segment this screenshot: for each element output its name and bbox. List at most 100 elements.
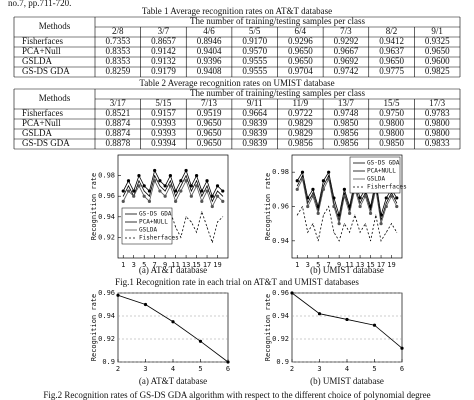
point [184,168,188,173]
point [168,174,172,178]
point [327,177,331,181]
table-cell: 0.9650 [379,56,404,66]
series-line [296,171,398,216]
point [201,195,203,197]
point [215,184,220,188]
y-tick-label: 0.96 [272,203,289,211]
x-tick-label: 19 [213,261,221,269]
point [153,179,157,183]
row-header: PCA+Null [22,118,61,128]
point [311,194,315,198]
column-header: 7/3 [340,26,352,36]
point [121,189,125,193]
x-tick-label: 1 [295,261,299,269]
point [137,184,141,188]
legend-label: Fisherfaces [367,184,407,191]
x-tick-label: 17 [377,261,385,269]
point [385,231,387,233]
table-caption: Table 2 Average recognition rates on UMI… [139,78,334,88]
table-cell: 0.9600 [425,56,450,66]
point [226,360,230,364]
point [295,179,299,183]
table-cell: 0.9393 [151,118,176,128]
y-tick-label: 0.92 [98,233,115,241]
table-cell: 0.9825 [425,66,450,76]
point [391,223,392,225]
point [179,179,183,183]
point [338,240,340,242]
point [395,196,399,200]
x-tick-label: 5 [372,365,376,373]
legend-label: Fisherfaces [139,235,179,242]
point [221,199,225,203]
point [142,194,146,198]
chart: 0.9 0.92 0.94 0.96 2 3 4 5 6 Recognition rate [90,289,230,373]
table-cell: 0.9704 [288,66,313,76]
plot-frame [117,154,229,259]
table-cell: 0.9800 [379,128,404,138]
column-header: 5/5 [249,26,261,36]
x-tick-label: 9 [163,261,167,269]
point [163,194,167,198]
figure-caption: Fig.2 Recognition rates of GS-DS GDA alg… [43,390,430,400]
x-tick-label: 7 [327,261,331,269]
x-tick-label: 2 [290,365,294,373]
table-cell: 0.9650 [288,56,313,66]
point [147,199,152,203]
point [179,189,183,193]
series-line [122,179,224,208]
y-tick-label: 0.94 [272,237,289,245]
y-tick-label: 0.96 [272,289,289,297]
x-tick-label: 3 [306,261,310,269]
table-cell: 0.9404 [197,46,222,56]
point [205,179,209,183]
point [317,312,322,316]
point [206,226,208,228]
point [349,209,351,211]
table-cell: 0.9856 [334,128,359,138]
x-tick-label: 15 [192,261,200,269]
point [359,202,361,204]
point [296,214,298,216]
table-header: The number of training/testing samples p… [190,88,365,98]
table-cell: 0.9800 [425,128,450,138]
table-cell: 0.9650 [197,118,222,128]
legend-label: GSLDA [139,227,157,234]
series-line [296,205,398,242]
point [196,180,197,182]
y-axis-label: Recognition rate [264,173,272,240]
table-cell: 0.8878 [105,138,130,148]
point [400,346,404,350]
table-cell: 0.9393 [151,128,176,138]
point [372,323,377,327]
figure-caption: Fig.1 Recognition rate in each trial on … [115,277,359,287]
point [302,206,303,207]
point [138,180,140,182]
table-cell: 0.9650 [288,46,313,56]
point [132,189,136,193]
x-tick-label: 11 [345,261,353,269]
table-cell: 0.9142 [151,46,176,56]
point [348,211,352,215]
table-cell: 0.9839 [242,138,267,148]
point [311,187,315,191]
x-tick-label: 17 [203,261,211,269]
x-tick-label: 7 [153,261,157,269]
point [194,184,199,188]
x-tick-label: 4 [171,365,175,373]
chart: 0.920.940.960.981 3 5 7 9 11 13 15 17 19Recogniti… [90,154,229,269]
point [380,240,382,242]
point [132,194,136,198]
point [190,221,192,223]
point [206,185,208,187]
table-cell: 0.9775 [379,66,404,76]
point [198,339,203,343]
column-header: 2/8 [112,26,124,36]
point [333,231,335,233]
table-cell: 0.9748 [334,108,359,118]
point [184,179,188,183]
table-cell: 0.8657 [151,36,176,46]
point [316,211,320,215]
table-header: Methods [39,93,71,103]
